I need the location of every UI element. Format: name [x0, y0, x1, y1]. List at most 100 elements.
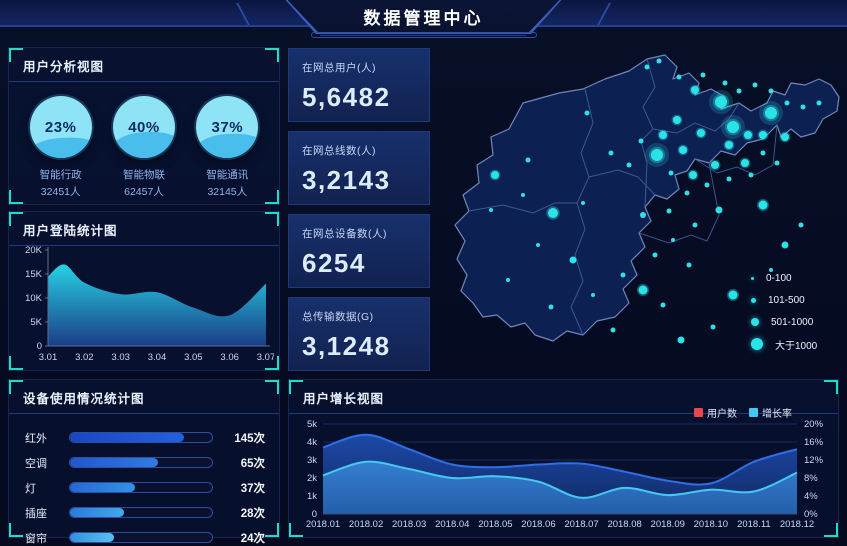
bar-row: 灯 37次	[25, 479, 265, 496]
legend-label: 101-500	[768, 294, 805, 306]
stat-card-total-devices: 在网总设备数(人) 6254	[288, 214, 430, 288]
legend-label: 用户数	[707, 409, 737, 420]
bar-fill	[70, 458, 159, 467]
stat-card-total-users: 在网总用户(人) 5,6482	[288, 48, 430, 122]
svg-text:2018.12: 2018.12	[780, 519, 814, 530]
panel-title: 用户增长视图	[289, 380, 838, 414]
gauge-admin[interactable]: 23% 智能行政 32451人	[23, 96, 99, 199]
map-legend: 0-100 101-500 501-1000 大于1000	[751, 267, 817, 355]
svg-text:10K: 10K	[25, 293, 43, 304]
legend-label: 增长率	[762, 409, 792, 420]
header: 数据管理中心	[0, 0, 847, 42]
bar-label: 灯	[25, 482, 36, 495]
gauge-percentage: 23%	[44, 118, 77, 136]
svg-text:2018.02: 2018.02	[349, 519, 383, 530]
gauge-row: 23% 智能行政 32451人 40% 智能物联 62457人 37% 智能通讯…	[9, 82, 279, 199]
gauge-iot[interactable]: 40% 智能物联 62457人	[106, 96, 182, 199]
stat-value: 3,1248	[302, 331, 391, 361]
svg-text:3.04: 3.04	[148, 352, 167, 363]
panel-user-analysis: 用户分析视图 23% 智能行政 32451人 40% 智能物联 62457人 3…	[8, 47, 280, 205]
map-region-borders	[468, 58, 778, 336]
panel-login-stats: 用户登陆统计图 0 5K 10K 15K 20K 3.01 3.02 3.03 3.04 3.05…	[8, 211, 280, 371]
gauge-count: 62457人	[124, 186, 164, 198]
svg-text:4%: 4%	[804, 491, 818, 502]
svg-text:2018.10: 2018.10	[694, 519, 728, 530]
svg-text:3.03: 3.03	[111, 352, 129, 363]
growth-area-chart[interactable]: 0 1k 2k 3k 4k 5k 0% 4% 8% 12% 16% 20% 2018.01 2018.02…	[297, 416, 832, 534]
map-canvas[interactable]	[433, 45, 845, 377]
legend-dot-icon	[751, 276, 754, 280]
bar-fill	[70, 533, 115, 542]
stat-card-total-data: 总传输数据(G) 3,1248	[288, 297, 430, 371]
svg-text:2018.03: 2018.03	[392, 519, 426, 530]
svg-text:3.02: 3.02	[75, 352, 94, 363]
legend-label: 大于1000	[775, 340, 818, 352]
bar-row: 窗帘 24次	[25, 529, 265, 546]
svg-text:3.05: 3.05	[184, 352, 203, 363]
stat-label: 在网总线数(人)	[302, 145, 376, 157]
bar-label: 红外	[25, 432, 47, 445]
stat-value: 6254	[302, 248, 366, 278]
map-legend-item: 大于1000	[751, 333, 817, 355]
bar-row: 空调 65次	[25, 454, 265, 471]
bar-track	[69, 507, 213, 518]
svg-text:2018.01: 2018.01	[306, 519, 340, 530]
svg-text:2018.08: 2018.08	[607, 519, 641, 530]
legend-swatch-icon	[749, 408, 758, 417]
login-area-chart[interactable]: 0 5K 10K 15K 20K 3.01 3.02 3.03 3.04 3.05 3.06 3.07	[16, 242, 274, 368]
growth-chart-legend: 用户数 增长率	[694, 405, 792, 420]
svg-text:4k: 4k	[307, 437, 317, 448]
bar-fill	[70, 433, 184, 442]
bar-track	[69, 457, 213, 468]
svg-text:16%: 16%	[804, 437, 824, 448]
panel-title: 用户登陆统计图	[9, 212, 279, 246]
svg-text:3k: 3k	[307, 455, 317, 466]
panel-device-usage: 设备使用情况统计图 红外 145次 空调 65次 灯 37次 插座 28次 窗帘…	[8, 379, 280, 545]
title-banner: 数据管理中心	[287, 0, 560, 32]
svg-text:2018.04: 2018.04	[435, 519, 469, 530]
gauge-count: 32451人	[40, 186, 81, 198]
bar-track	[69, 482, 213, 493]
bar-label: 空调	[25, 457, 47, 470]
bar-fill	[70, 483, 136, 492]
gauge-label: 智能行政	[39, 169, 82, 181]
svg-text:0: 0	[37, 341, 42, 352]
region-map[interactable]: 0-100 101-500 501-1000 大于1000	[433, 45, 845, 377]
svg-text:20K: 20K	[25, 245, 43, 256]
legend-swatch-icon	[694, 408, 703, 417]
stat-card-total-lines: 在网总线数(人) 3,2143	[288, 131, 430, 205]
gauge-label: 智能物联	[122, 169, 165, 181]
bar-row: 插座 28次	[25, 504, 265, 521]
svg-text:15K: 15K	[25, 269, 43, 280]
bar-fill	[70, 508, 124, 517]
title-underline-decoration	[310, 32, 537, 38]
svg-text:8%: 8%	[804, 473, 818, 484]
stat-value: 5,6482	[302, 82, 391, 112]
page-title: 数据管理中心	[363, 8, 484, 28]
legend-label: 501-1000	[771, 316, 814, 328]
legend-item-growth-rate[interactable]: 增长率	[749, 405, 792, 420]
bar-label: 插座	[25, 507, 47, 520]
svg-text:5K: 5K	[30, 317, 42, 328]
bar-value: 24次	[240, 532, 265, 545]
gauge-count: 32145人	[207, 186, 248, 198]
svg-text:5k: 5k	[307, 419, 317, 430]
svg-text:20%: 20%	[804, 419, 824, 430]
legend-dot-icon	[751, 297, 756, 303]
stat-label: 总传输数据(G)	[302, 311, 374, 323]
liquid-gauge: 37%	[196, 96, 259, 158]
svg-text:3.07: 3.07	[257, 352, 274, 363]
bar-value: 65次	[240, 457, 265, 470]
legend-item-users[interactable]: 用户数	[694, 405, 737, 420]
gauge-percentage: 40%	[128, 118, 160, 136]
legend-dot-icon	[751, 318, 759, 326]
svg-text:3.06: 3.06	[220, 352, 239, 363]
liquid-gauge: 40%	[112, 96, 175, 158]
device-bar-chart[interactable]: 红外 145次 空调 65次 灯 37次 插座 28次 窗帘 24次	[9, 414, 279, 546]
gauge-comms[interactable]: 37% 智能通讯 32145人	[189, 96, 265, 199]
bar-value: 28次	[240, 507, 265, 520]
panel-title: 用户分析视图	[9, 48, 279, 82]
svg-text:1k: 1k	[307, 491, 317, 502]
liquid-gauge: 23%	[29, 96, 92, 158]
svg-text:2018.06: 2018.06	[521, 519, 555, 530]
